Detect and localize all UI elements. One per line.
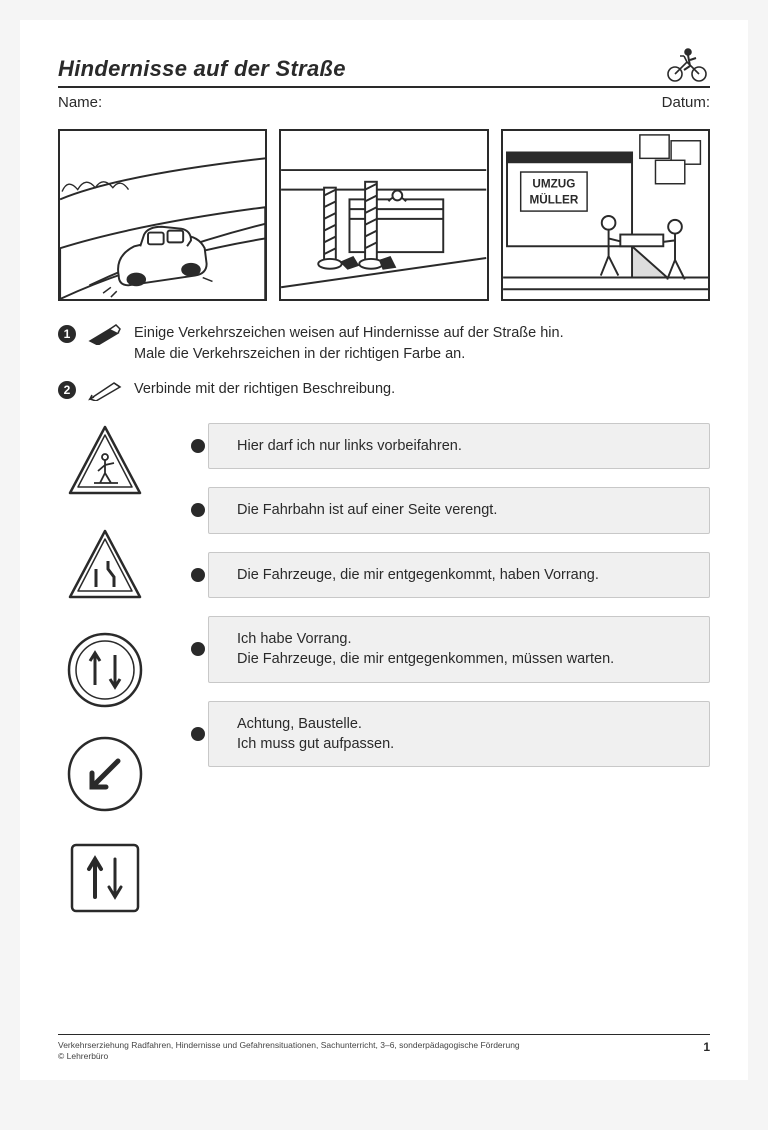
description-box: Ich habe Vorrang. Die Fahrzeuge, die mir… <box>208 616 710 683</box>
scene-row: UMZUG MÜLLER <box>58 129 710 301</box>
sign-pass-left <box>64 733 146 815</box>
footer: Verkehrserziehung Radfahren, Hindernisse… <box>58 1034 710 1062</box>
task-2: 2 Verbinde mit der richtigen Beschreibun… <box>58 379 710 401</box>
page-number: 1 <box>703 1040 710 1054</box>
description-box: Die Fahrbahn ist auf einer Seite verengt… <box>208 487 710 533</box>
truck-sign-line1: UMZUG <box>532 178 575 191</box>
cyclist-icon <box>664 48 710 82</box>
matching-area: Hier darf ich nur links vorbeifahren. Di… <box>58 421 710 919</box>
description-box: Achtung, Baustelle. Ich muss gut aufpass… <box>208 701 710 768</box>
task-list: 1 Einige Verkehrszeichen weisen auf Hind… <box>58 323 710 401</box>
signs-column <box>58 421 188 919</box>
footer-copyright: © Lehrerbüro <box>58 1051 108 1061</box>
task-number: 2 <box>58 381 76 399</box>
header: Hindernisse auf der Straße <box>58 48 710 88</box>
descriptions-column: Hier darf ich nur links vorbeifahren. Di… <box>208 421 710 919</box>
scene-moving-truck: UMZUG MÜLLER <box>501 129 710 301</box>
page-title: Hindernisse auf der Straße <box>58 56 346 82</box>
task-text: Einige Verkehrszeichen weisen auf Hinder… <box>134 323 564 365</box>
footer-line: Verkehrserziehung Radfahren, Hindernisse… <box>58 1040 520 1050</box>
sign-narrows <box>64 525 146 607</box>
pencil-icon <box>88 379 122 401</box>
date-label: Datum: <box>662 94 710 111</box>
scene-construction <box>279 129 488 301</box>
scene-parked-car <box>58 129 267 301</box>
description-box: Hier darf ich nur links vorbeifahren. <box>208 423 710 469</box>
task-1: 1 Einige Verkehrszeichen weisen auf Hind… <box>58 323 710 365</box>
description-box: Die Fahrzeuge, die mir entgegenkommt, ha… <box>208 552 710 598</box>
sign-oncoming-priority <box>64 629 146 711</box>
footer-text: Verkehrserziehung Radfahren, Hindernisse… <box>58 1040 520 1062</box>
meta-row: Name: Datum: <box>58 94 710 111</box>
crayon-icon <box>88 323 122 345</box>
worksheet-page: Hindernisse auf der Straße Name: Datum: <box>20 20 748 1080</box>
task-number: 1 <box>58 325 76 343</box>
name-label: Name: <box>58 94 102 111</box>
sign-construction <box>64 421 146 503</box>
task-text: Verbinde mit der richtigen Beschreibung. <box>134 379 395 400</box>
sign-two-way-priority <box>64 837 146 919</box>
truck-sign-line2: MÜLLER <box>529 193 578 206</box>
